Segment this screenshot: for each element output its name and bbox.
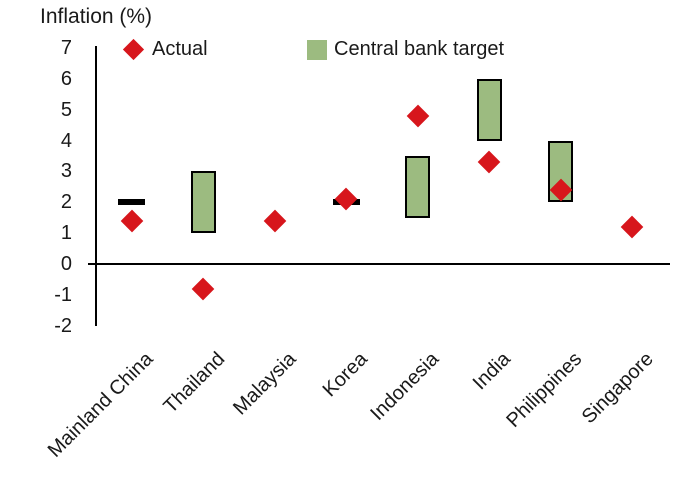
actual-inflation-marker [263, 209, 287, 233]
actual-inflation-marker [477, 150, 501, 174]
actual-inflation-marker [334, 187, 358, 211]
y-axis-tick-label: 3 [60, 160, 72, 183]
legend-diamond-icon [122, 38, 145, 61]
actual-inflation-marker [620, 215, 644, 239]
chart-title: Inflation (%) [40, 5, 153, 28]
y-axis-line [95, 46, 97, 326]
y-axis-tick-label: 5 [60, 98, 72, 121]
y-axis-tick-label: 4 [60, 129, 72, 152]
y-axis-tick-label: -2 [54, 314, 72, 337]
central-bank-target-range-bar [405, 155, 431, 218]
x-axis-category-label: Philippines [502, 348, 587, 432]
central-bank-target-range-bar [476, 78, 502, 141]
y-axis-tick-label: 0 [60, 253, 72, 275]
central-bank-target-range-bar [190, 171, 216, 234]
x-axis-category-label: Korea [318, 348, 372, 402]
central-bank-point-target-dash [118, 199, 146, 206]
x-axis-category-label: India [468, 348, 515, 395]
y-axis-tick-label: -1 [54, 283, 72, 306]
x-axis-category-label: Thailand [159, 348, 229, 418]
legend-label-actual: Actual [152, 38, 208, 60]
y-axis-tick-label: 6 [60, 67, 72, 90]
legend-label-central-bank-target: Central bank target [334, 38, 505, 60]
y-axis-tick-label: 2 [60, 191, 72, 214]
x-axis-category-label: Singapore [577, 348, 658, 429]
y-axis-tick-label: 7 [60, 36, 72, 59]
y-axis-tick-label: 1 [60, 222, 72, 245]
x-axis-category-label: Malaysia [228, 348, 301, 420]
legend-square-icon [307, 40, 327, 60]
actual-inflation-marker [120, 209, 144, 233]
x-axis-category-label: Indonesia [366, 348, 444, 425]
x-axis-category-label: Mainland China [43, 348, 158, 462]
actual-inflation-marker [406, 104, 430, 128]
x-axis-zero-line [88, 263, 670, 265]
actual-inflation-marker [191, 277, 215, 301]
